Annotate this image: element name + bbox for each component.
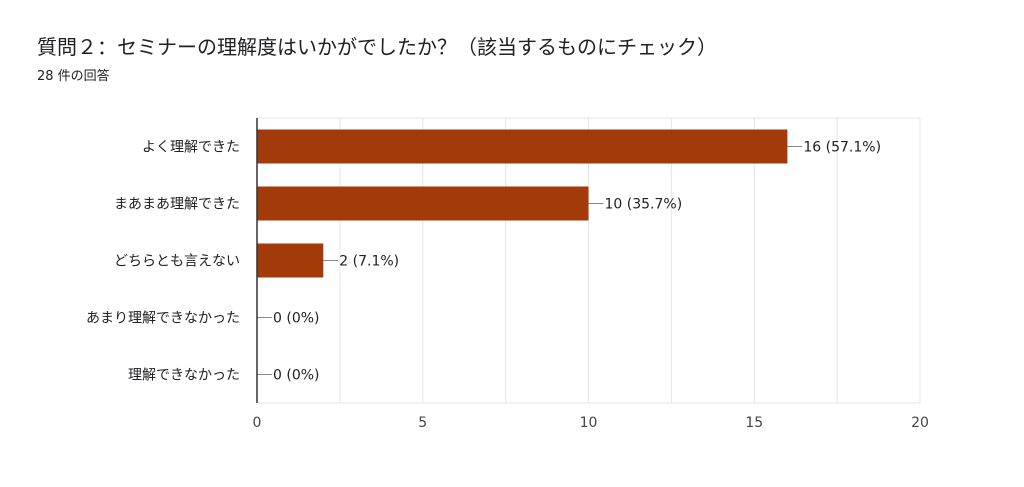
data-label: 10 (35.7%) <box>605 197 683 213</box>
chart-title: 質問２：セミナーの理解度はいかがでしたか？（該当するものにチェック） <box>37 35 717 59</box>
data-label: 0 (0%) <box>273 311 320 327</box>
category-label: 理解できなかった <box>128 368 240 384</box>
category-label: よく理解できた <box>142 140 240 156</box>
x-tick-label: 10 <box>580 415 598 431</box>
x-tick-label: 15 <box>745 415 763 431</box>
bar <box>257 186 589 221</box>
data-label: 2 (7.1%) <box>339 254 399 270</box>
category-label: まあまあ理解できた <box>114 197 240 213</box>
x-tick-label: 0 <box>253 415 262 431</box>
category-label: あまり理解できなかった <box>86 311 240 327</box>
category-label: どちらとも言えない <box>114 254 240 270</box>
data-label: 0 (0%) <box>273 368 320 384</box>
data-label: 16 (57.1%) <box>803 140 881 156</box>
response-count: 28 件の回答 <box>37 69 110 84</box>
bar <box>257 129 788 164</box>
bar <box>257 243 324 278</box>
x-tick-label: 5 <box>418 415 427 431</box>
x-tick-label: 20 <box>911 415 929 431</box>
